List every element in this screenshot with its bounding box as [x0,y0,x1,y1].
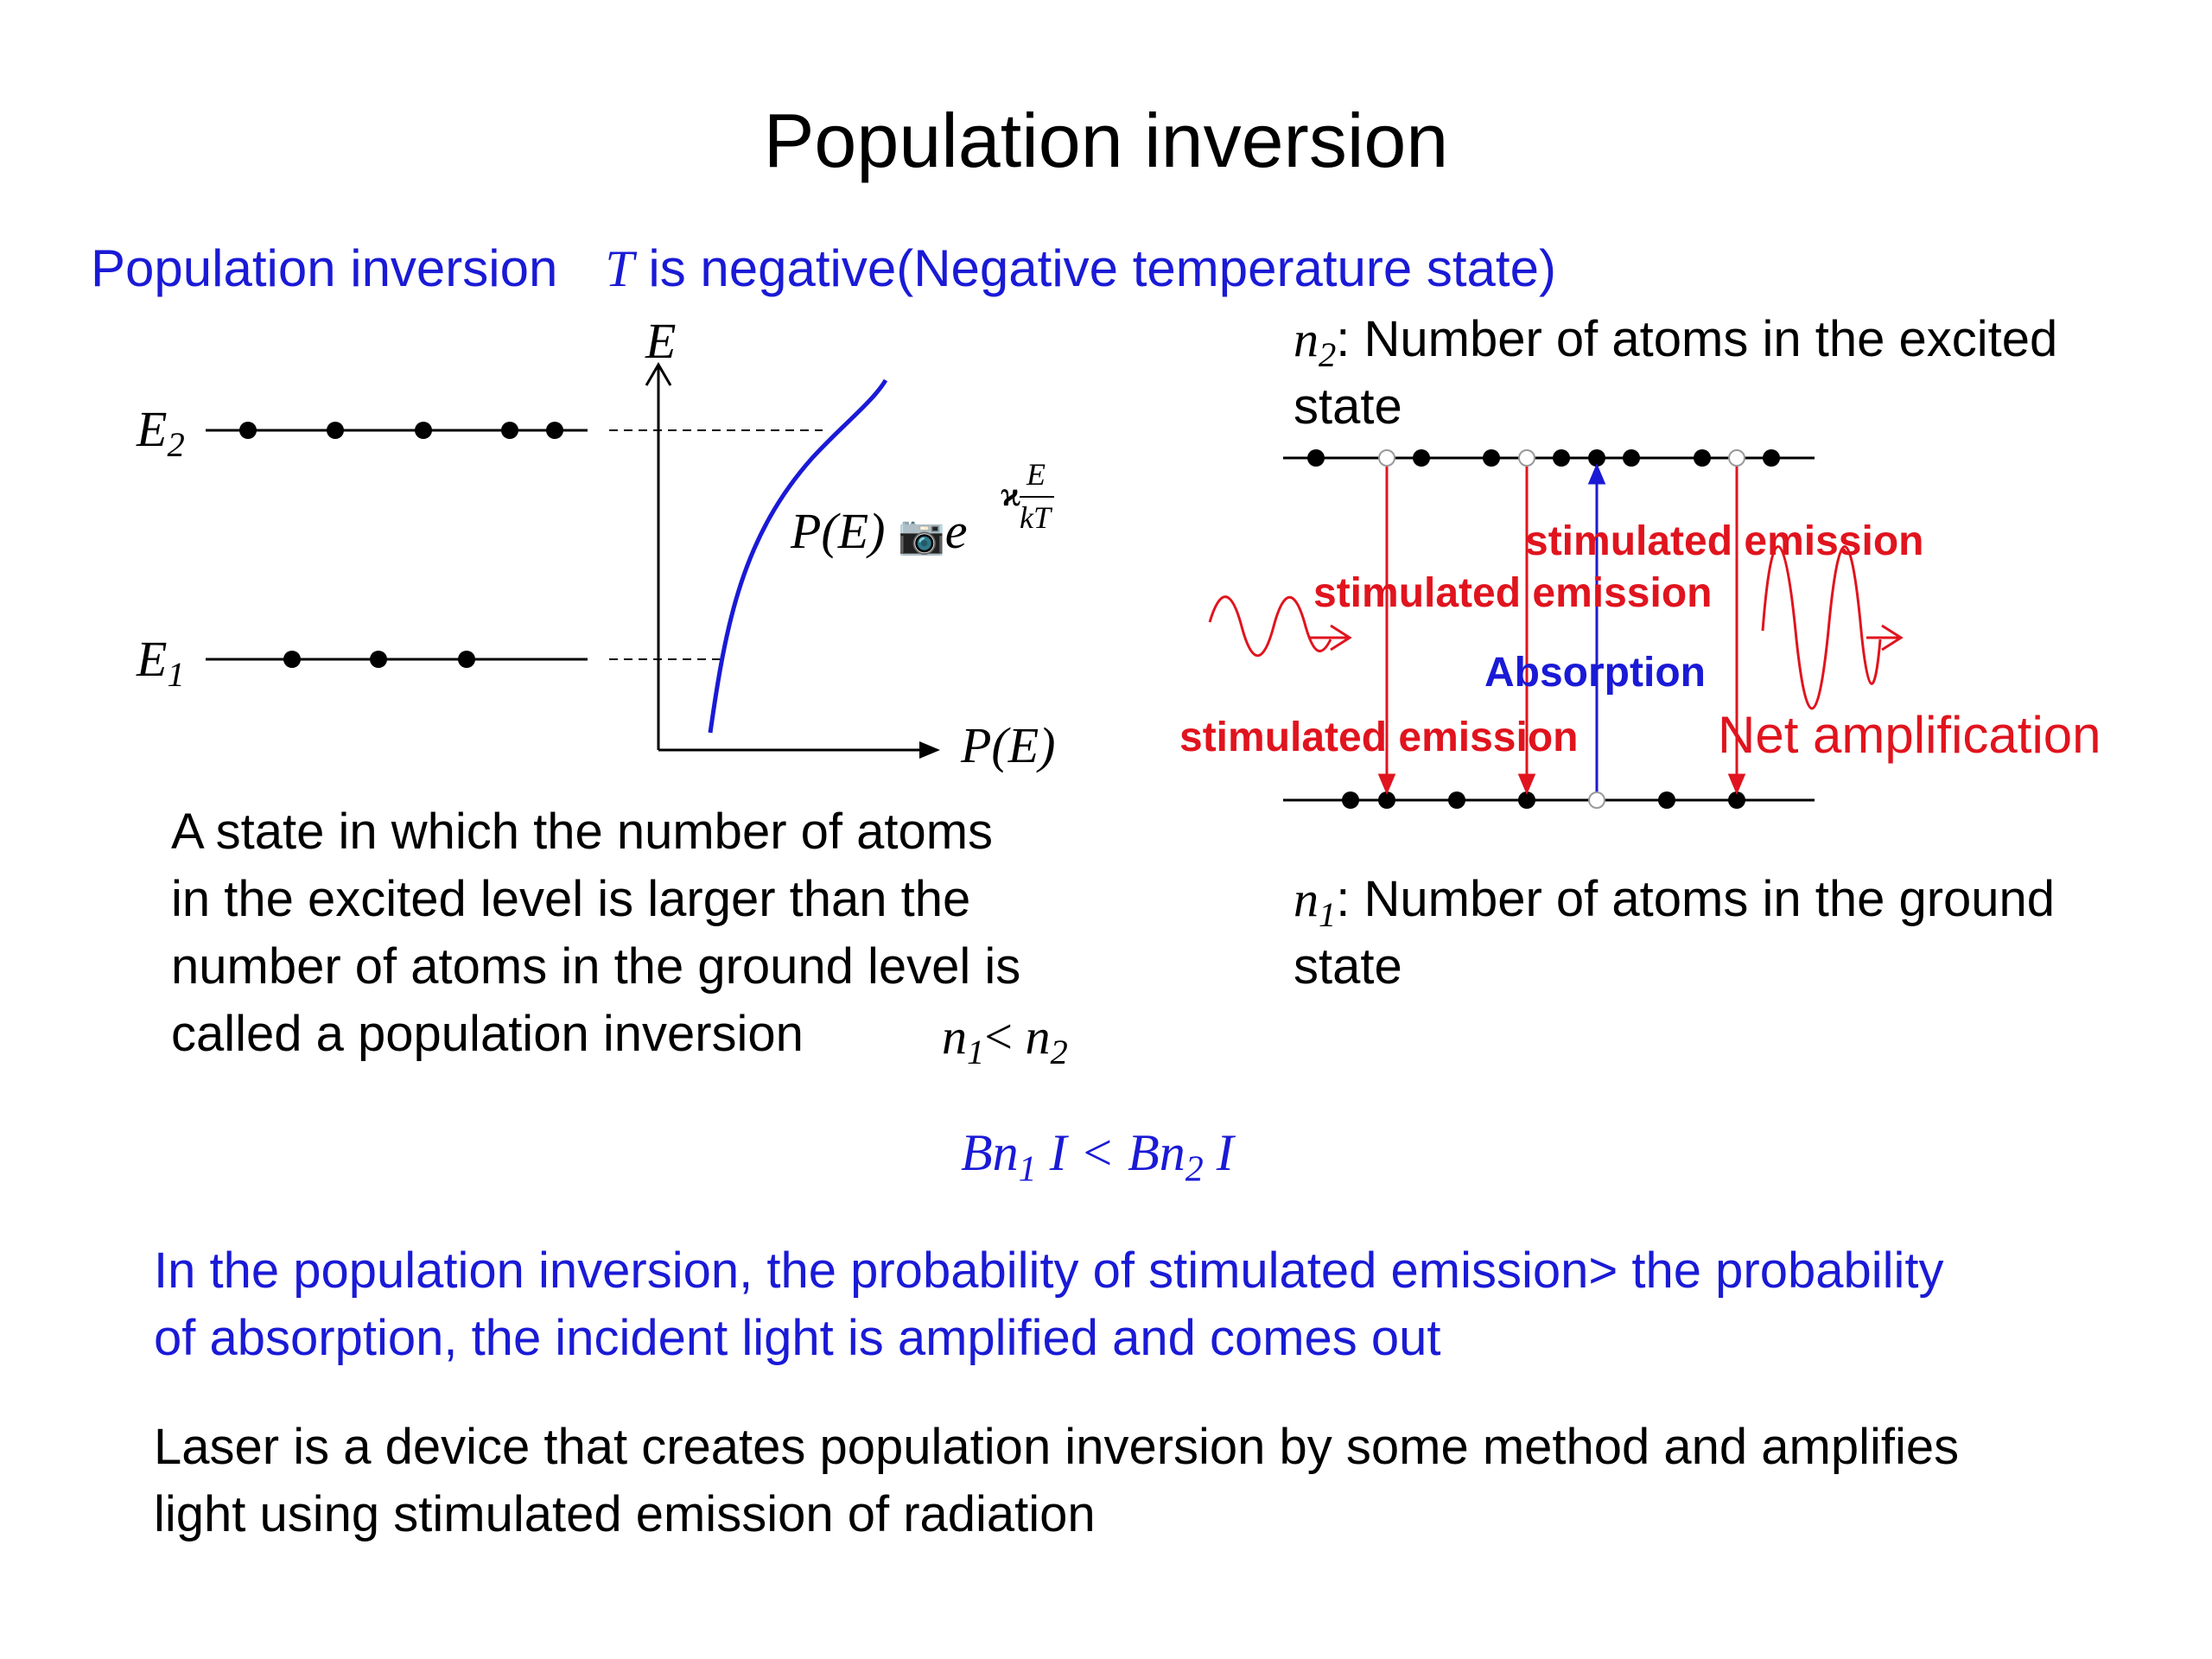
formula-fraction-bar [1020,496,1054,498]
atom [546,422,563,439]
atom [1342,791,1359,809]
net-amplification-label: Net amplification [1718,706,2101,764]
e2-label: E2 [137,401,185,465]
absorption-arrow [1587,463,1606,791]
atom [1483,449,1500,467]
e1-label: E1 [137,631,185,695]
pe-axis-label: P(E) [961,717,1056,773]
atom [1307,449,1325,467]
atom [1518,791,1535,809]
population-relation: n1< n2 [942,1008,1068,1072]
lower-atoms [1342,791,1745,809]
atom [458,651,475,668]
stimulated-arrows [1377,467,1746,795]
atom [1728,791,1745,809]
empty-atom [1728,449,1745,467]
empty-atom [1518,449,1535,467]
atom [1448,791,1465,809]
formula-exponent-sign: ϰ [1001,474,1021,513]
definition-line-4: called a population inversion [171,1006,804,1062]
rate-equation: Bn1 I < Bn2 I [961,1124,1234,1190]
formula-glyph: 📷 [898,514,945,556]
atom [370,651,387,668]
pe-axis-arrowhead [919,741,940,759]
arrowhead [1587,463,1606,485]
e-axis-label: E [645,313,677,369]
atom [1623,449,1640,467]
atom [415,422,432,439]
atom [1763,449,1780,467]
subtitle-lead: Population inversion [91,239,558,297]
e1-atoms [283,651,475,668]
empty-atom [1378,449,1395,467]
subtitle-rest: is negative(Negative temperature state) [633,239,1556,297]
definition-line-2: in the excited level is larger than the [171,871,971,927]
arrowhead [1727,773,1746,795]
laser-line-2: light using stimulated emission of radia… [154,1486,1096,1542]
definition-line-3: number of atoms in the ground level is [171,938,1021,995]
stimulated-emission-label-2: stimulated emission [1313,570,1713,616]
distribution-formula: P(E) 📷e [791,503,968,559]
absorption-label: Absorption [1484,650,1706,696]
page-title: Population inversion [763,98,1449,183]
subtitle: Population inversion T is negative(Negati… [91,238,1556,300]
arrowhead [1881,624,1904,652]
conclusion-line-1: In the population inversion, the probabi… [154,1243,1944,1299]
arrowhead [1517,773,1536,795]
atom [1588,449,1605,467]
atom [1378,791,1395,809]
laser-line-1: Laser is a device that creates populatio… [154,1419,1960,1475]
atom [501,422,518,439]
n2-description-cont: state [1294,378,1402,435]
atom [1553,449,1570,467]
upper-atoms [1307,449,1780,467]
incident-wave [1208,595,1332,657]
n1-description-cont: state [1294,938,1402,995]
distribution-curve [708,378,888,734]
empty-atom [1588,791,1605,809]
e2-atoms [239,422,563,439]
atom [327,422,344,439]
atom [1658,791,1675,809]
amplified-wave [1761,545,1882,710]
n2-description: n2: Number of atoms in the excited [1294,311,2058,375]
e-axis-arrowhead [645,362,672,386]
stimulated-emission-label-3: stimulated emission [1179,715,1579,760]
atom [239,422,257,439]
n1-description: n1: Number of atoms in the ground [1294,871,2056,935]
conclusion-line-2: of absorption, the incident light is amp… [154,1310,1441,1366]
atom [1694,449,1711,467]
stimulated-emission-label-1: stimulated emission [1525,518,1924,564]
formula-exponent-numerator: E [1027,457,1046,492]
subtitle-t: T [605,240,634,297]
arrowhead [1377,773,1396,795]
formula-exponent-denominator: kT [1020,500,1051,535]
atom [283,651,301,668]
arrowhead [1330,624,1352,652]
definition-line-1: A state in which the number of atoms [171,804,994,860]
atom [1413,449,1430,467]
